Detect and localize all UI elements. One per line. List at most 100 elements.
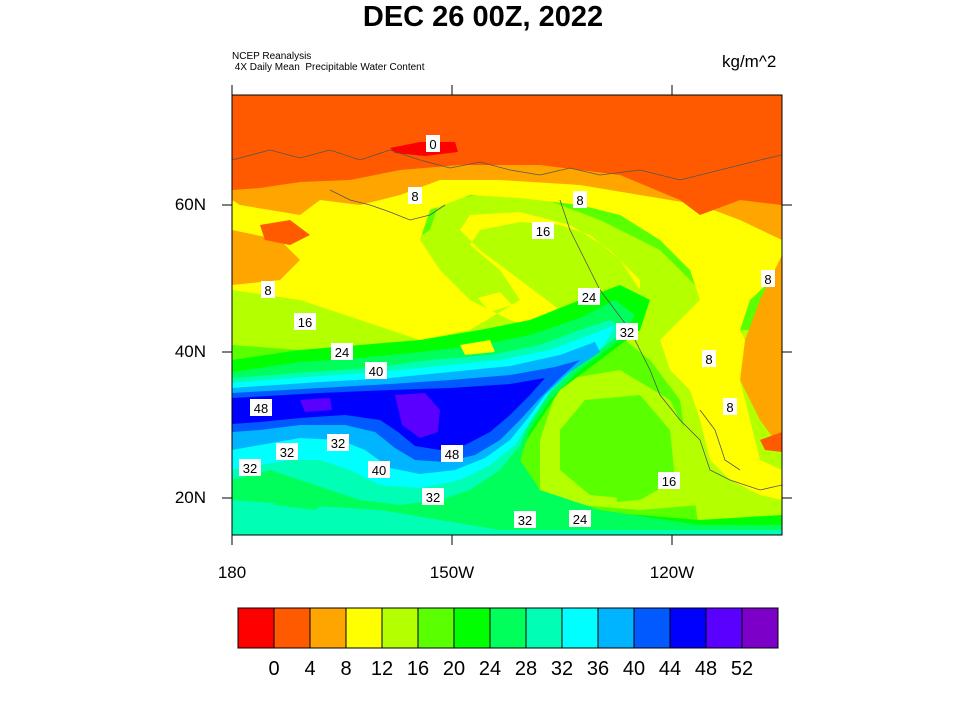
colorbar-swatch [237, 607, 275, 649]
field-12-16-coast [660, 300, 782, 500]
colorbar-label: 16 [406, 658, 430, 680]
lon-tick-180: 180 [217, 563, 247, 582]
colorbar-label: 4 [304, 658, 316, 680]
field-blob-3 [478, 292, 512, 312]
contour-label: 32 [331, 436, 345, 451]
colorbar-swatch [453, 607, 491, 649]
contour-label-box [426, 135, 440, 152]
colorbar-swatch [597, 607, 635, 649]
contour-label: 24 [335, 345, 349, 360]
field-8-12-east [740, 255, 782, 450]
contour-label: 8 [411, 189, 418, 204]
source-line-2: 4X Daily Mean Precipitable Water Content [232, 62, 425, 73]
colorbar-swatch [561, 607, 599, 649]
contour-label-box [532, 222, 554, 239]
contour-label: 32 [243, 461, 257, 476]
colorbar-swatch [345, 607, 383, 649]
contour-label: 24 [582, 290, 596, 305]
lon-tick-120w: 120W [649, 563, 695, 582]
contour-label: 40 [369, 364, 383, 379]
contour-label: 32 [518, 513, 532, 528]
contour-label-box [723, 398, 737, 415]
data-source-caption: NCEP Reanalysis 4X Daily Mean Precipitab… [232, 51, 425, 73]
lat-tick-20n: 20N [174, 488, 206, 507]
field-20-24-south [560, 395, 675, 500]
field-blob-2 [615, 476, 637, 502]
colorbar-swatch [633, 607, 671, 649]
colorbar-swatch [741, 607, 779, 649]
colorbar-label: 48 [694, 658, 718, 680]
contour-label: 8 [764, 272, 771, 287]
field-8-12-west [232, 230, 300, 285]
colorbar-swatch [309, 607, 347, 649]
contour-label-box [658, 472, 680, 489]
field-blob-4 [460, 340, 495, 355]
plot-frame [231, 94, 783, 536]
colorbar-label: 0 [268, 658, 280, 680]
map-title: DEC 26 00Z, 2022 [362, 1, 604, 33]
contour-label: 16 [662, 474, 676, 489]
colorbar-label: 32 [550, 658, 574, 680]
field-32-36-south [232, 500, 782, 535]
lat-tick-60n: 60N [174, 195, 206, 214]
colorbar-label: 20 [442, 658, 466, 680]
contour-label-box [276, 443, 298, 460]
contour-label-box [368, 461, 390, 478]
colorbar-label: 28 [514, 658, 538, 680]
colorbar-label: 52 [730, 658, 754, 680]
contour-label: 0 [429, 137, 436, 152]
contour-label-box [702, 350, 716, 367]
colorbar-swatch [525, 607, 563, 649]
contour-label-box [327, 434, 349, 451]
colorbar-label: 24 [478, 658, 502, 680]
colorbar-label: 44 [658, 658, 682, 680]
colorbar-label: 8 [340, 658, 352, 680]
contour-label-box [441, 445, 463, 462]
contour-label-box [422, 488, 444, 505]
contour-label: 8 [726, 400, 733, 415]
axis-ticks [222, 85, 792, 545]
colorbar-swatch [273, 607, 311, 649]
contour-label: 32 [426, 490, 440, 505]
field-0-4 [390, 142, 458, 156]
field-48-52 [232, 378, 545, 450]
contour-label-box [578, 288, 600, 305]
contour-label-box [331, 343, 353, 360]
contour-label: 24 [573, 512, 587, 527]
contour-label-box [294, 313, 316, 330]
field-4-8-east-spot [760, 432, 782, 452]
colorbar-swatch [489, 607, 527, 649]
lat-tick-40n: 40N [174, 342, 206, 361]
contour-label-box [250, 399, 272, 416]
colorbar-swatch [705, 607, 743, 649]
colorbar-label: 12 [370, 658, 394, 680]
contour-label-box [514, 511, 536, 528]
contour-label-box [569, 510, 591, 527]
colorbar-swatch [381, 607, 419, 649]
contour-label: 8 [264, 283, 271, 298]
contour-label-box [616, 323, 638, 340]
contour-label: 32 [280, 445, 294, 460]
contour-label: 48 [254, 401, 268, 416]
contour-label: 8 [705, 352, 712, 367]
colorbar-label: 36 [586, 658, 610, 680]
source-line-1: NCEP Reanalysis [232, 51, 312, 62]
colorbar-swatch [669, 607, 707, 649]
units-label: kg/m^2 [722, 52, 777, 71]
contour-label: 40 [372, 463, 386, 478]
colorbar-label: 40 [622, 658, 646, 680]
contour-label: 16 [536, 224, 550, 239]
contour-label: 48 [445, 447, 459, 462]
contour-label-box [761, 270, 775, 287]
contour-label-box [239, 459, 261, 476]
contour-label-box [261, 281, 275, 298]
contour-labels: 0 8 8 16 8 8 24 16 32 24 8 40 8 48 32 32 48 40 16 32 32 32 24 [239, 135, 775, 528]
contour-label: 8 [576, 193, 583, 208]
colorbar [237, 607, 779, 649]
contour-label-box [573, 191, 587, 208]
coastlines [232, 149, 782, 491]
contour-label-box [408, 187, 422, 204]
contour-label-box [365, 362, 387, 379]
lon-tick-150w: 150W [429, 563, 475, 582]
